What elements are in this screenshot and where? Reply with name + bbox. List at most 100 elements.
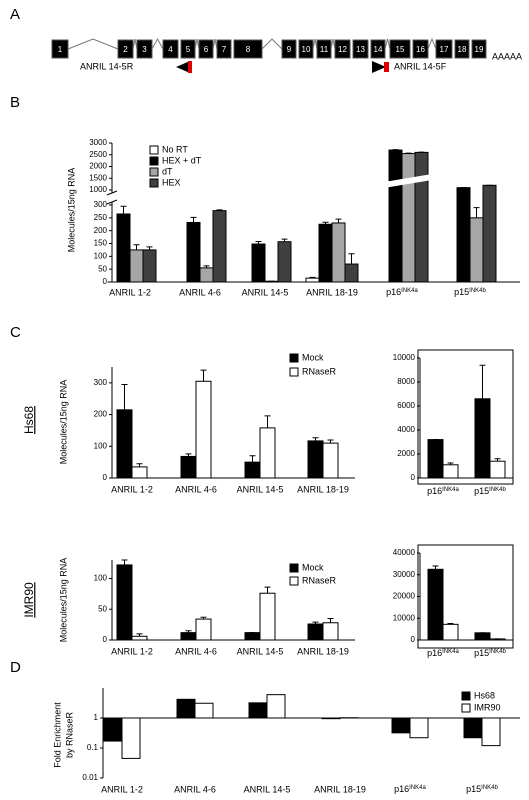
bar bbox=[195, 618, 212, 641]
error-bar bbox=[447, 622, 454, 625]
bar bbox=[414, 151, 429, 283]
legend-label: IMR90 bbox=[474, 702, 501, 712]
bar bbox=[401, 153, 416, 283]
error-bar bbox=[121, 559, 128, 565]
bar bbox=[391, 717, 411, 734]
primer-label: ANRIL 14-5F bbox=[394, 61, 447, 71]
axis-break bbox=[106, 199, 118, 205]
bar bbox=[129, 249, 144, 283]
bar bbox=[307, 440, 324, 479]
y-tick-label: 0 bbox=[411, 473, 416, 482]
intron bbox=[67, 38, 119, 50]
exon bbox=[389, 39, 411, 59]
bar bbox=[131, 466, 148, 479]
bar bbox=[322, 622, 339, 641]
exon bbox=[281, 39, 297, 59]
exon-label: 4 bbox=[168, 45, 173, 54]
y-tick-label: 50 bbox=[98, 604, 107, 613]
primer-mark bbox=[384, 62, 389, 72]
y-tick-label: 2000 bbox=[397, 449, 415, 458]
intron bbox=[194, 38, 200, 50]
break-slash bbox=[440, 174, 500, 190]
x-tick-label: p16INK4a bbox=[427, 648, 459, 658]
bar bbox=[305, 277, 320, 283]
legend-swatch bbox=[149, 178, 159, 188]
exon-label: 9 bbox=[287, 45, 292, 54]
y-tick-label: 300 bbox=[94, 200, 108, 209]
error-bar bbox=[200, 369, 207, 382]
break-slash bbox=[372, 174, 432, 190]
bar bbox=[194, 702, 214, 719]
intron bbox=[212, 38, 218, 50]
exon-label: 14 bbox=[374, 45, 383, 54]
bar bbox=[176, 698, 196, 719]
y-tick-label: 0 bbox=[103, 635, 108, 644]
error-bar bbox=[185, 453, 192, 457]
bar bbox=[259, 592, 276, 641]
primer-label: ANRIL 14-5R bbox=[80, 61, 134, 71]
y-tick-label: 150 bbox=[94, 239, 108, 248]
bar bbox=[388, 149, 403, 283]
y-tick-label: 4000 bbox=[397, 425, 415, 434]
error-bar bbox=[264, 415, 271, 428]
exon bbox=[216, 39, 232, 59]
legend-label: HEX bbox=[162, 177, 181, 187]
error-bar bbox=[479, 364, 486, 399]
bar bbox=[116, 213, 131, 283]
x-tick-label: ANRIL 14-5 bbox=[237, 484, 284, 494]
exon-label: 17 bbox=[440, 45, 449, 54]
x-tick-label: p15INK4b bbox=[454, 287, 486, 297]
exon bbox=[334, 39, 351, 59]
legend-swatch bbox=[461, 691, 471, 701]
y-tick-label: 100 bbox=[94, 441, 108, 450]
error-bar bbox=[281, 238, 288, 242]
panel-label: A bbox=[10, 6, 20, 23]
primer-mark bbox=[188, 61, 192, 73]
error-bar bbox=[146, 246, 153, 250]
legend-swatch bbox=[461, 703, 471, 713]
x-tick-label: ANRIL 18-19 bbox=[297, 646, 349, 656]
exon-label: 3 bbox=[142, 45, 147, 54]
intron bbox=[151, 37, 164, 50]
bar bbox=[277, 241, 292, 283]
exon-label: 13 bbox=[356, 45, 365, 54]
y-tick-label: 2500 bbox=[89, 150, 107, 159]
exon-label: 16 bbox=[416, 45, 425, 54]
bar bbox=[116, 564, 133, 641]
intron bbox=[132, 38, 138, 50]
error-bar bbox=[494, 458, 501, 462]
bar bbox=[481, 717, 501, 747]
exon-label: 5 bbox=[186, 45, 191, 54]
y-tick-label: 100 bbox=[94, 574, 108, 583]
bar bbox=[195, 380, 212, 479]
x-tick-label: ANRIL 1-2 bbox=[111, 484, 153, 494]
bar bbox=[121, 717, 141, 759]
legend-label: Mock bbox=[302, 352, 324, 362]
bar bbox=[244, 461, 261, 479]
x-tick-label: p16INK4a bbox=[394, 784, 426, 794]
bar bbox=[116, 409, 133, 479]
bar bbox=[474, 632, 491, 641]
bar bbox=[482, 184, 497, 283]
exon-label: 7 bbox=[222, 45, 227, 54]
exon-label: 6 bbox=[204, 45, 209, 54]
bar bbox=[259, 427, 276, 479]
bar bbox=[489, 460, 506, 479]
bar bbox=[463, 717, 483, 739]
y-tick-label: 40000 bbox=[393, 548, 416, 557]
y-tick-label: 200 bbox=[94, 410, 108, 419]
intron bbox=[427, 37, 437, 50]
error-bar bbox=[264, 586, 271, 594]
legend-swatch bbox=[149, 167, 159, 177]
error-bar bbox=[348, 253, 355, 265]
x-tick-label: p15INK4b bbox=[474, 648, 506, 658]
bar bbox=[409, 717, 429, 739]
legend-label: RNaseR bbox=[302, 366, 337, 376]
exon-label: 10 bbox=[302, 45, 311, 54]
x-tick-label: ANRIL 4-6 bbox=[175, 484, 217, 494]
y-tick-label: 1000 bbox=[89, 185, 107, 194]
x-tick-label: ANRIL 1-2 bbox=[111, 646, 153, 656]
error-bar bbox=[200, 616, 207, 620]
poly-a: AAAAA bbox=[492, 51, 522, 61]
bar bbox=[442, 623, 459, 641]
